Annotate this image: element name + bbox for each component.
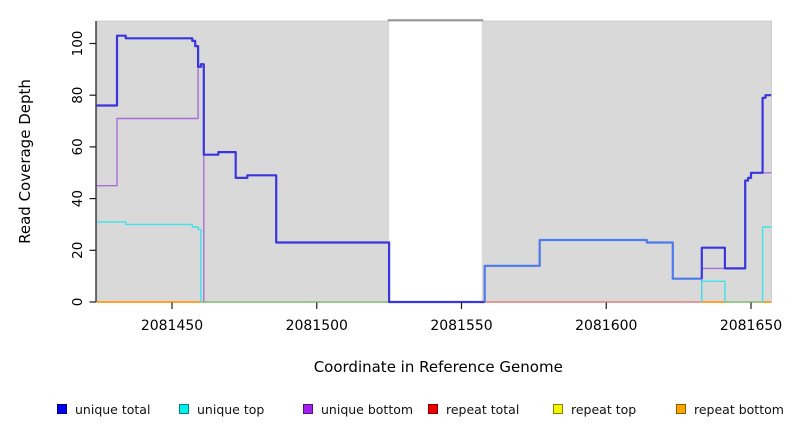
x-axis-tick-label: 2081450 bbox=[141, 318, 203, 334]
legend-swatch-unique-total bbox=[57, 404, 67, 414]
no-data-band-top-border bbox=[387, 19, 484, 22]
y-axis-tick-label: 100 bbox=[70, 31, 86, 57]
legend-swatch-repeat-bottom bbox=[676, 404, 686, 414]
legend-item-repeat-top: repeat top bbox=[553, 401, 636, 417]
legend-item-unique-bottom: unique bottom bbox=[303, 401, 413, 417]
y-axis-title: Read Coverage Depth bbox=[16, 79, 34, 244]
legend-item-unique-top: unique top bbox=[179, 401, 264, 417]
legend-label: unique top bbox=[197, 401, 265, 417]
legend-swatch-unique-bottom bbox=[303, 404, 313, 414]
legend-label: unique bottom bbox=[321, 401, 414, 417]
y-axis-tick-label: 0 bbox=[70, 298, 86, 307]
y-axis-tick-label: 80 bbox=[70, 87, 86, 104]
series-line-unique-total bbox=[483, 238, 702, 302]
x-axis-title: Coordinate in Reference Genome bbox=[314, 358, 563, 376]
y-axis-tick-label: 40 bbox=[70, 190, 86, 207]
legend-label: repeat total bbox=[446, 401, 520, 417]
x-axis-tick-label: 2081550 bbox=[430, 318, 492, 334]
x-axis-tick-label: 2081500 bbox=[286, 318, 348, 334]
x-axis-tick-label: 2081650 bbox=[720, 318, 782, 334]
series-line-unique-top bbox=[96, 221, 202, 302]
legend-swatch-unique-top bbox=[179, 404, 189, 414]
series-line-unique-top bbox=[761, 226, 772, 302]
legend-label: unique total bbox=[75, 401, 151, 417]
series-line-unique-top bbox=[701, 280, 726, 302]
legend-swatch-repeat-total bbox=[428, 404, 438, 414]
y-axis-tick-label: 60 bbox=[70, 138, 86, 155]
y-axis-tick-label: 20 bbox=[70, 242, 86, 259]
series-line-unique-total bbox=[700, 94, 772, 279]
legend-item-unique-total: unique total bbox=[57, 401, 150, 417]
legend-item-repeat-bottom: repeat bottom bbox=[676, 401, 784, 417]
series-line-unique-total bbox=[96, 34, 485, 304]
x-axis-tick-label: 2081600 bbox=[575, 318, 637, 334]
legend-item-repeat-total: repeat total bbox=[428, 401, 519, 417]
legend-label: repeat top bbox=[571, 401, 637, 417]
legend-label: repeat bottom bbox=[694, 401, 784, 417]
legend-swatch-repeat-top bbox=[553, 404, 563, 414]
no-data-band bbox=[389, 21, 482, 302]
